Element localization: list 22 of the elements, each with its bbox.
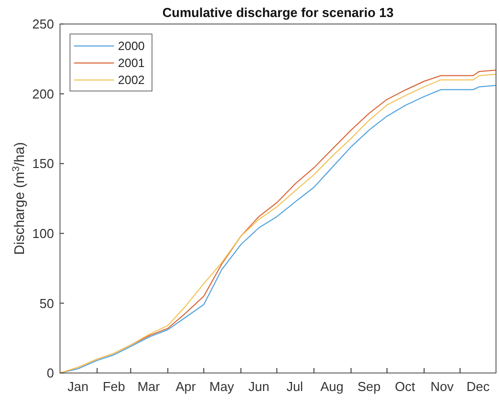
x-tick-label: Nov [430,379,454,394]
chart-title: Cumulative discharge for scenario 13 [162,5,394,20]
x-tick-label: Sep [357,379,381,394]
legend-label: 2001 [118,56,146,70]
y-tick-label: 0 [46,366,54,381]
y-tick-label: 50 [40,296,54,311]
x-tick-label: Jul [286,379,304,394]
x-tick-label: Jan [67,379,88,394]
x-tick-label: Jun [248,379,270,394]
x-tick-label: Oct [394,379,416,394]
x-tick-label: Apr [176,379,197,394]
x-tick-label: Mar [137,379,160,394]
legend-label: 2002 [118,73,146,88]
x-tick-label: May [209,379,234,394]
y-tick-label: 100 [32,226,54,241]
legend-label: 2000 [118,39,146,54]
y-tick-label: 250 [32,16,54,32]
y-tick-label: 200 [32,86,54,102]
x-tick-label: Aug [320,379,344,394]
y-tick-label: 150 [32,156,54,172]
x-tick-label: Dec [466,379,490,394]
x-tick-label: Feb [102,379,126,394]
